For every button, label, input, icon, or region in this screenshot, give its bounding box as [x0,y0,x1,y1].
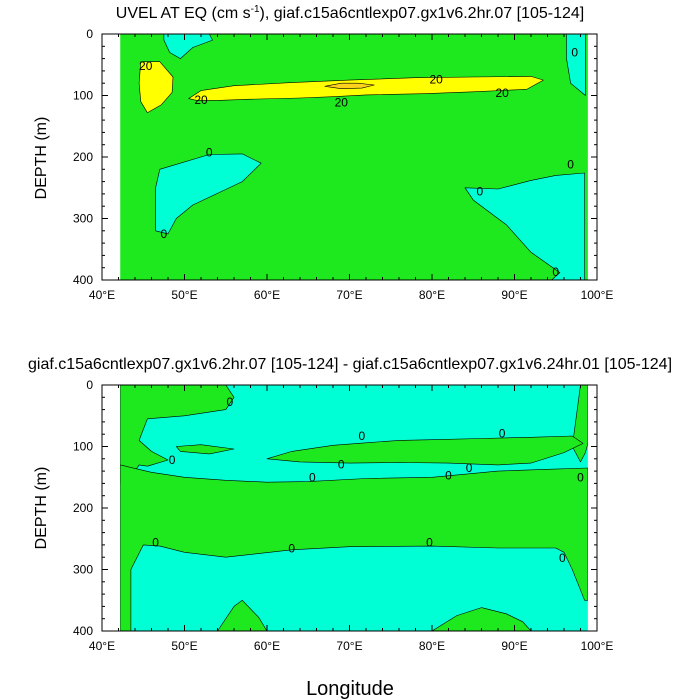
chart1-contour-label-7: 0 [477,184,484,198]
chart2-contour-label-12: 0 [559,551,566,565]
chart2-region-low_positive-2 [120,464,588,631]
chart2-contour-label-2: 0 [499,427,506,441]
chart2-ytick-label: 100 [73,440,93,454]
chart1-contour-label-10: 0 [552,265,559,279]
chart2-contour-label-3: 0 [169,453,176,467]
chart2-xtick-label: 50°E [171,639,197,653]
chart1-contour-field: 20 20 20 20 20 0 0 0 0 0 0 [120,34,588,280]
chart2-ytick-label: 300 [73,563,93,577]
chart2-xtick-label: 80°E [419,639,445,653]
chart1-xtick-label: 100°E [581,288,614,302]
chart2-title: giaf.c15a6cntlexp07.gx1v6.2hr.07 [105-12… [28,356,672,373]
chart1-region-negative-2 [155,153,262,235]
chart1-title-superscript: -1 [251,4,260,15]
chart2-region-low_positive-3 [176,444,235,455]
chart2-contour-label-5: 0 [466,461,473,475]
chart2-contour-label-0: 0 [227,395,234,409]
chart2-contour-label-1: 0 [359,429,366,443]
chart1-region-mid_positive-5 [188,76,544,101]
chart1-region-mid_positive-4 [138,61,174,113]
chart2-xlabel: Longitude [306,678,394,700]
chart2-contour-label-10: 0 [288,542,295,556]
chart1-background-region [120,34,588,280]
chart1-contour-label-8: 0 [571,45,578,59]
chart2-xtick-label: 40°E [89,639,115,653]
chart1-contour-label-0: 20 [139,59,153,73]
chart1-title: UVEL AT EQ (cm s-1), giaf.c15a6cntlexp07… [116,4,584,22]
chart2-ytick-label: 400 [73,624,93,638]
chart1-xtick-label: 90°E [501,288,527,302]
chart1-region-negative-1 [566,34,586,96]
chart2-ylabel: DEPTH (m) [33,467,50,550]
chart2-xtick-label: 70°E [336,639,362,653]
chart1-region-high_positive-6 [324,82,375,89]
chart1-contour-label-6: 0 [161,227,168,241]
chart2-region-low_positive-5 [217,599,268,631]
chart2-xtick-label: 100°E [581,639,614,653]
chart2-xtick-label: 60°E [254,639,280,653]
chart1-contour-label-1: 20 [194,93,208,107]
chart2-contour-label-9: 0 [152,535,159,549]
chart2-contour-label-7: 0 [445,468,452,482]
chart2-ytick-label: 0 [86,378,93,392]
chart1-xtick-label: 70°E [336,288,362,302]
chart2-ytick-label: 200 [73,501,93,515]
chart1-contour-label-4: 20 [495,86,509,100]
chart1-region-negative-3 [464,172,585,280]
chart1-contour-label-2: 20 [335,95,349,109]
chart1-xtick-label: 50°E [171,288,197,302]
chart2-contour-field: 00 00 0 00 0 00 0 00 [120,385,588,631]
chart1-ytick-label: 400 [73,273,93,287]
chart1-region-negative-0 [163,34,213,59]
chart1-ytick-label: 300 [73,212,93,226]
chart1-contour-label-9: 0 [567,157,574,171]
chart1-ytick-label: 200 [73,150,93,164]
chart1-ytick-label: 0 [86,27,93,41]
chart1-ytick-label: 100 [73,89,93,103]
chart1-contour-label-3: 20 [429,73,443,87]
chart2-region-low_positive-4 [266,435,584,466]
chart1-xtick-label: 80°E [419,288,445,302]
chart2-region-low_positive-6 [431,607,532,631]
chart2-xtick-label: 90°E [501,639,527,653]
chart1-xtick-label: 40°E [89,288,115,302]
chart1-ylabel: DEPTH (m) [33,117,50,200]
chart2-contour-label-4: 0 [338,457,345,471]
chart2-contour-label-11: 0 [426,535,433,549]
chart2-contour-label-6: 0 [309,470,316,484]
chart1-xtick-label: 60°E [254,288,280,302]
chart1-contour-label-5: 0 [206,146,213,160]
chart2-contour-label-8: 0 [577,470,584,484]
